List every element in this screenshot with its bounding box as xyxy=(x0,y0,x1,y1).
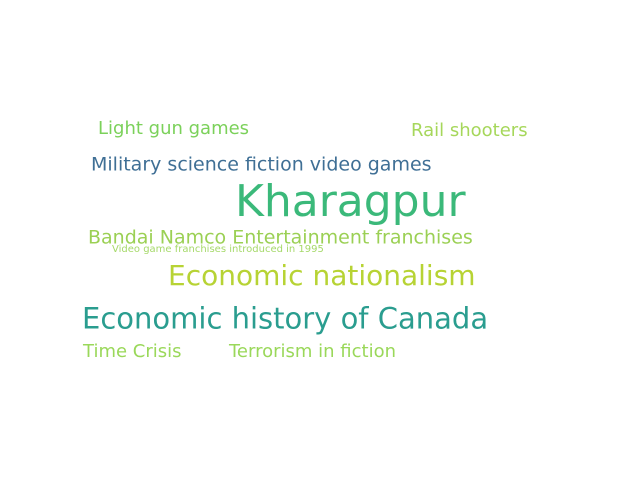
word-economic-history-of-canada: Economic history of Canada xyxy=(82,301,489,336)
word-light-gun-games: Light gun games xyxy=(98,118,250,139)
word-kharagpur: Kharagpur xyxy=(235,176,466,227)
word-terrorism-in-fiction: Terrorism in fiction xyxy=(229,341,396,362)
word-time-crisis: Time Crisis xyxy=(83,341,182,362)
word-video-game-franchises-introduced-in-1995: Video game franchises introduced in 1995 xyxy=(112,244,324,255)
word-economic-nationalism: Economic nationalism xyxy=(168,259,476,292)
word-rail-shooters: Rail shooters xyxy=(411,120,528,141)
word-military-science-fiction-video-games: Military science fiction video games xyxy=(91,153,432,176)
word-bandai-namco-entertainment-franchises: Bandai Namco Entertainment franchises xyxy=(88,226,473,249)
